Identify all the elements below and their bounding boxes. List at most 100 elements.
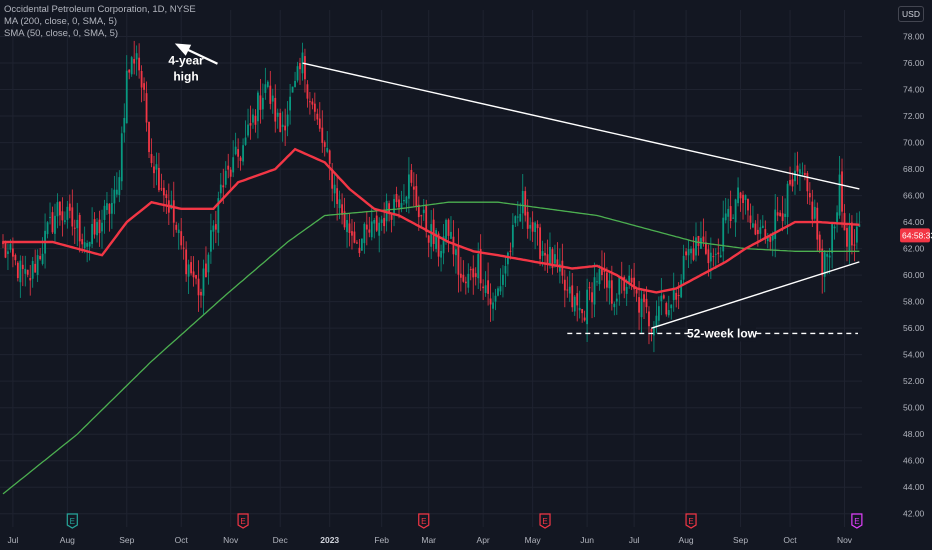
candle-body <box>831 223 834 254</box>
grid-lines <box>0 10 862 527</box>
y-tick-label: 74.00 <box>903 85 925 95</box>
earnings-marker-label: E <box>542 517 547 526</box>
earnings-marker[interactable] <box>685 513 697 529</box>
y-tick-label: 44.00 <box>903 482 925 492</box>
candle-body <box>318 118 321 129</box>
earnings-marker-label: E <box>421 517 426 526</box>
candle-body <box>808 193 811 198</box>
candle-body <box>539 227 541 259</box>
y-tick-label: 46.00 <box>903 456 925 466</box>
support-trendline <box>651 261 860 329</box>
candle-body <box>643 294 645 303</box>
candle-body <box>7 251 9 254</box>
candle-body <box>467 273 470 288</box>
candle-body <box>675 292 678 300</box>
candle-body <box>185 249 188 275</box>
candle-body <box>648 311 650 327</box>
candle-body <box>816 207 819 240</box>
earnings-marker[interactable] <box>539 513 551 529</box>
earnings-marker[interactable] <box>66 513 78 529</box>
price-axis[interactable]: 42.00 44.00 46.00 48.00 50.00 52.00 54.00 56.00… <box>903 32 925 519</box>
x-tick-label: Dec <box>273 535 289 545</box>
y-tick-label: 56.00 <box>903 323 925 333</box>
candle-body <box>789 180 791 185</box>
candle-body <box>125 70 128 124</box>
candle-body <box>16 262 19 279</box>
candle-body <box>217 198 220 233</box>
candle-body <box>259 95 262 110</box>
candle-body <box>843 213 846 231</box>
candle-body <box>19 260 22 283</box>
candle-body <box>108 203 111 214</box>
candle-body <box>494 295 497 302</box>
time-axis[interactable]: Jul Aug Sep Oct Nov Dec 2023 Feb Mar Apr May Jun Jul… <box>7 535 852 545</box>
candle-body <box>4 241 7 258</box>
candle-body <box>49 217 51 219</box>
candle-body <box>497 288 499 296</box>
candle-body <box>603 270 606 272</box>
candle-body <box>536 224 539 229</box>
legend-sma50[interactable]: SMA (50, close, 0, SMA, 5) <box>4 28 119 39</box>
candle-body <box>412 186 415 190</box>
y-tick-label: 58.00 <box>903 297 925 307</box>
candle-body <box>135 53 138 60</box>
candle-body <box>101 222 103 232</box>
candle-body <box>279 112 282 132</box>
candle-body <box>610 280 613 304</box>
candle-body <box>759 227 762 234</box>
candle-body <box>818 234 821 251</box>
earnings-marker-label: E <box>688 517 693 526</box>
candle-body <box>373 219 376 224</box>
candle-body <box>311 101 314 105</box>
candle-body <box>400 203 403 209</box>
legend-ma200[interactable]: MA (200, close, 0, SMA, 5) <box>4 16 117 27</box>
candle-body <box>811 201 814 220</box>
candle-body <box>709 252 712 262</box>
candle-body <box>160 188 163 190</box>
x-tick-label: Aug <box>60 535 75 545</box>
candle-body <box>598 269 601 285</box>
y-tick-label: 72.00 <box>903 111 925 121</box>
earnings-marker[interactable] <box>851 513 863 529</box>
candle-body <box>447 219 450 236</box>
earnings-marker[interactable] <box>418 513 430 529</box>
currency-badge[interactable]: USD <box>898 6 924 22</box>
candle-body <box>415 186 418 207</box>
candle-body <box>591 292 593 303</box>
earnings-marker-label: E <box>70 517 75 526</box>
candle-body <box>531 222 534 232</box>
candle-body <box>261 97 264 110</box>
candle-body <box>365 224 368 230</box>
candle-body <box>420 215 423 217</box>
candle-body <box>111 202 113 214</box>
candle-body <box>618 276 621 295</box>
candle-body <box>353 231 356 243</box>
candle-body <box>502 274 504 285</box>
candle-body <box>452 236 455 255</box>
candle-body <box>294 80 296 87</box>
candle-body <box>692 248 695 260</box>
candle-body <box>229 169 232 177</box>
candle-body <box>66 206 69 220</box>
candle-body <box>306 84 309 99</box>
candle-body <box>707 249 710 264</box>
candle-body <box>333 184 336 194</box>
candle-body <box>650 329 653 332</box>
legend-symbol[interactable]: Occidental Petroleum Corporation, 1D, NY… <box>4 4 196 15</box>
candle-body <box>31 261 34 279</box>
candle-body <box>34 263 37 273</box>
candle-body <box>521 190 524 214</box>
candle-body <box>640 298 643 318</box>
candle-body <box>242 145 244 162</box>
candle-body <box>430 224 433 247</box>
candle-body <box>756 229 759 235</box>
candle-body <box>670 304 673 309</box>
candle-body <box>140 70 143 88</box>
ma200-line <box>2 201 860 495</box>
candle-body <box>336 188 339 204</box>
candle-body <box>774 209 777 239</box>
earnings-marker[interactable] <box>237 513 249 529</box>
candle-body <box>653 326 655 336</box>
